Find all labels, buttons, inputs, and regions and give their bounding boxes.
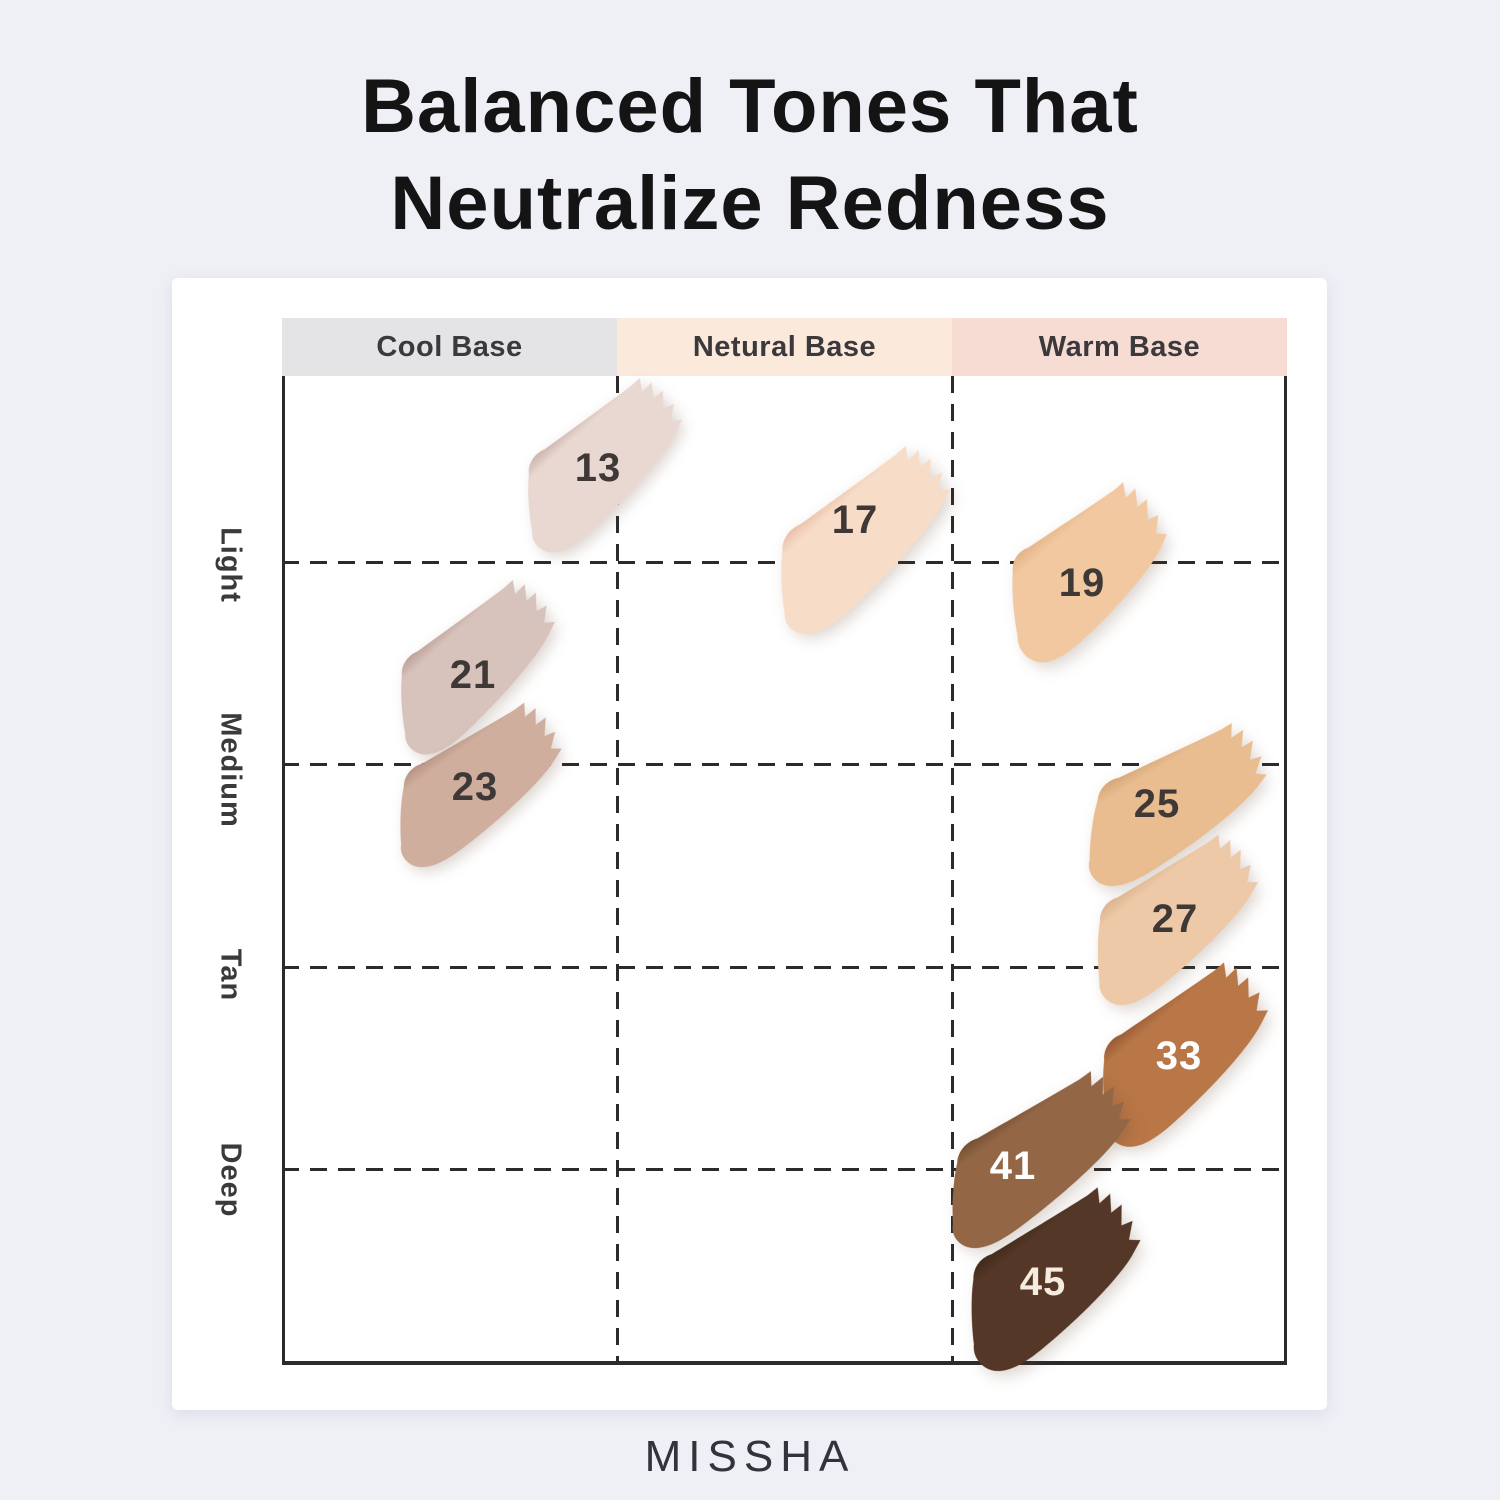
column-header-netural-base-label: Netural Base bbox=[692, 330, 877, 363]
swatch-label-13: 13 bbox=[574, 446, 622, 490]
grid-dashed-vline-2 bbox=[951, 376, 954, 1363]
paint-smear-icon bbox=[400, 702, 562, 868]
paint-smear-icon bbox=[971, 1187, 1141, 1372]
shade-matrix-card: Cool Base Netural Base Warm Base Light M… bbox=[172, 278, 1327, 1410]
page-title-line-1: Balanced Tones That bbox=[361, 64, 1139, 149]
grid-dashed-hline-deep bbox=[282, 1168, 1287, 1171]
paint-smear-icon bbox=[528, 377, 682, 553]
grid-border-bottom bbox=[282, 1361, 1287, 1365]
swatch-label-25: 25 bbox=[1133, 782, 1181, 826]
swatch-label-17: 17 bbox=[831, 498, 879, 542]
swatch-label-45: 45 bbox=[1019, 1260, 1067, 1304]
brand-logo: MISSHA bbox=[644, 1432, 856, 1481]
grid-border-right bbox=[1284, 376, 1287, 1365]
swatch-label-33: 33 bbox=[1155, 1034, 1203, 1078]
paint-smear-icon bbox=[1088, 723, 1267, 887]
paint-smear-icon bbox=[401, 579, 555, 755]
swatch-layer: 13 17 19 21 23 25 27 33 41 45 bbox=[172, 278, 1327, 1410]
column-header-cool-base-label: Cool Base bbox=[376, 330, 523, 363]
grid-dashed-hline-medium bbox=[282, 763, 1287, 766]
swatch-label-21: 21 bbox=[449, 653, 497, 697]
swatch-label-27: 27 bbox=[1151, 897, 1199, 941]
paint-smear-icon bbox=[1103, 962, 1268, 1147]
paint-smear-icon bbox=[781, 445, 951, 635]
page-title-line-2: Neutralize Redness bbox=[390, 161, 1110, 246]
swatch-label-23: 23 bbox=[451, 765, 499, 809]
grid-border-left bbox=[282, 376, 285, 1365]
paint-smear-icon bbox=[1012, 482, 1167, 663]
column-header-cool-base: Cool Base bbox=[282, 318, 617, 376]
grid-dashed-vline-1 bbox=[616, 376, 619, 1363]
column-header-warm-base-label: Warm Base bbox=[1038, 330, 1201, 363]
page-title: Balanced Tones That Neutralize Redness bbox=[0, 58, 1500, 252]
grid-dashed-hline-tan bbox=[282, 966, 1287, 969]
column-header-warm-base: Warm Base bbox=[952, 318, 1287, 376]
swatch-label-19: 19 bbox=[1058, 561, 1106, 605]
swatch-label-41: 41 bbox=[989, 1144, 1037, 1188]
paint-smear-icon bbox=[952, 1071, 1131, 1249]
column-header-netural-base: Netural Base bbox=[617, 318, 952, 376]
paint-smear-icon bbox=[1097, 834, 1258, 1006]
